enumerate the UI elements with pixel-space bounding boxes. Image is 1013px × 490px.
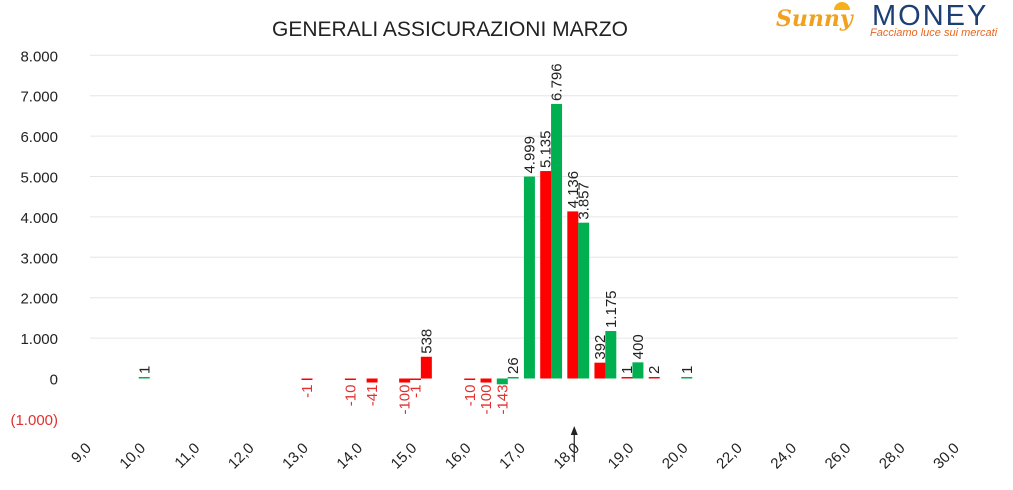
y-axis: 8.000 7.000 6.000 5.000 4.000 3.000 2.000 1.000… xyxy=(10,48,58,429)
data-label: -100 xyxy=(397,385,414,415)
x-tick-label: 13,0 xyxy=(279,440,312,473)
x-tick-label: 24,0 xyxy=(767,440,800,473)
x-tick-label: 28,0 xyxy=(876,440,909,473)
data-label: 1.175 xyxy=(603,290,620,328)
x-tick-label: 11,0 xyxy=(171,440,203,472)
x-tick-label: 26,0 xyxy=(822,440,855,473)
data-label: -10 xyxy=(342,385,359,407)
data-label: -143 xyxy=(494,385,511,415)
x-tick-label: 20,0 xyxy=(659,440,692,473)
y-tick-label: 3.000 xyxy=(20,250,58,267)
bar xyxy=(399,378,411,383)
data-label: 400 xyxy=(630,334,647,359)
bar xyxy=(632,362,644,379)
y-tick-label: 0 xyxy=(50,372,58,389)
logo-tagline: Facciamo luce sui mercati xyxy=(870,27,998,39)
data-label: 2 xyxy=(646,366,663,374)
data-label: -100 xyxy=(478,385,495,415)
y-tick-label: 8.000 xyxy=(20,48,58,65)
bar xyxy=(594,362,606,379)
x-tick-label: 30,0 xyxy=(930,440,963,473)
bar xyxy=(621,377,633,379)
y-tick-label: (1.000) xyxy=(10,412,58,429)
data-label: 538 xyxy=(418,329,435,354)
x-tick-label: 9,0 xyxy=(68,440,95,467)
data-label: -1 xyxy=(408,385,425,398)
x-tick-label: 19,0 xyxy=(605,440,638,473)
chart-title: GENERALI ASSICURAZIONI MARZO xyxy=(272,18,628,41)
bar xyxy=(507,377,519,379)
data-label: 6.796 xyxy=(549,63,566,101)
data-label: 3.857 xyxy=(576,182,593,220)
y-tick-label: 5.000 xyxy=(20,170,58,187)
bar xyxy=(496,378,508,385)
x-axis: 9,0 10,0 11,0 12,0 13,0 14,0 15,0 16,0 17,0 18,0 1… xyxy=(68,440,963,473)
bar xyxy=(138,377,150,379)
logo-money-text: MONEY xyxy=(872,0,989,32)
data-label: 4.136 xyxy=(565,171,582,209)
x-tick-label: 10,0 xyxy=(116,440,149,473)
bar xyxy=(344,378,356,380)
data-label: -10 xyxy=(462,385,479,407)
bar xyxy=(523,176,535,379)
data-label: 4.999 xyxy=(521,136,538,174)
data-label: -1 xyxy=(299,385,316,398)
bar xyxy=(605,331,617,379)
bar xyxy=(480,378,492,383)
data-label: 392 xyxy=(592,335,609,360)
data-label: 1 xyxy=(136,366,153,374)
x-tick-label: 12,0 xyxy=(225,440,258,473)
y-tick-label: 1.000 xyxy=(20,331,58,348)
data-label: 26 xyxy=(505,357,522,374)
data-label: 1 xyxy=(619,366,636,374)
logo-sunny-text: Sunny xyxy=(776,6,853,32)
x-tick-label: 18,0 xyxy=(550,440,583,473)
bar xyxy=(648,377,660,379)
bar xyxy=(578,222,590,379)
x-tick-label: 16,0 xyxy=(442,440,475,473)
bar xyxy=(540,171,552,379)
x-tick-label: 17,0 xyxy=(496,440,529,473)
y-tick-label: 4.000 xyxy=(20,210,58,227)
bar xyxy=(567,211,579,379)
bars xyxy=(138,103,693,385)
y-tick-label: 6.000 xyxy=(20,129,58,146)
x-tick-label: 22,0 xyxy=(713,440,746,473)
sunny-money-logo: Sunny MONEY Facciamo luce sui mercati xyxy=(776,0,1006,42)
y-tick-label: 7.000 xyxy=(20,89,58,106)
bar xyxy=(551,103,563,379)
bar xyxy=(301,378,313,380)
data-label: -41 xyxy=(364,385,381,407)
y-tick-label: 2.000 xyxy=(20,291,58,308)
sun-icon xyxy=(834,2,850,10)
data-label: 1 xyxy=(679,366,696,374)
x-tick-label: 15,0 xyxy=(388,440,421,473)
x-tick-label: 14,0 xyxy=(333,440,366,473)
bar xyxy=(464,378,476,380)
bar xyxy=(420,356,432,379)
data-label: 5.135 xyxy=(538,130,555,168)
current-price-marker xyxy=(570,426,578,462)
arrow-up-icon xyxy=(570,426,578,435)
bar xyxy=(410,378,421,380)
bar xyxy=(681,377,693,379)
bar xyxy=(366,378,378,383)
